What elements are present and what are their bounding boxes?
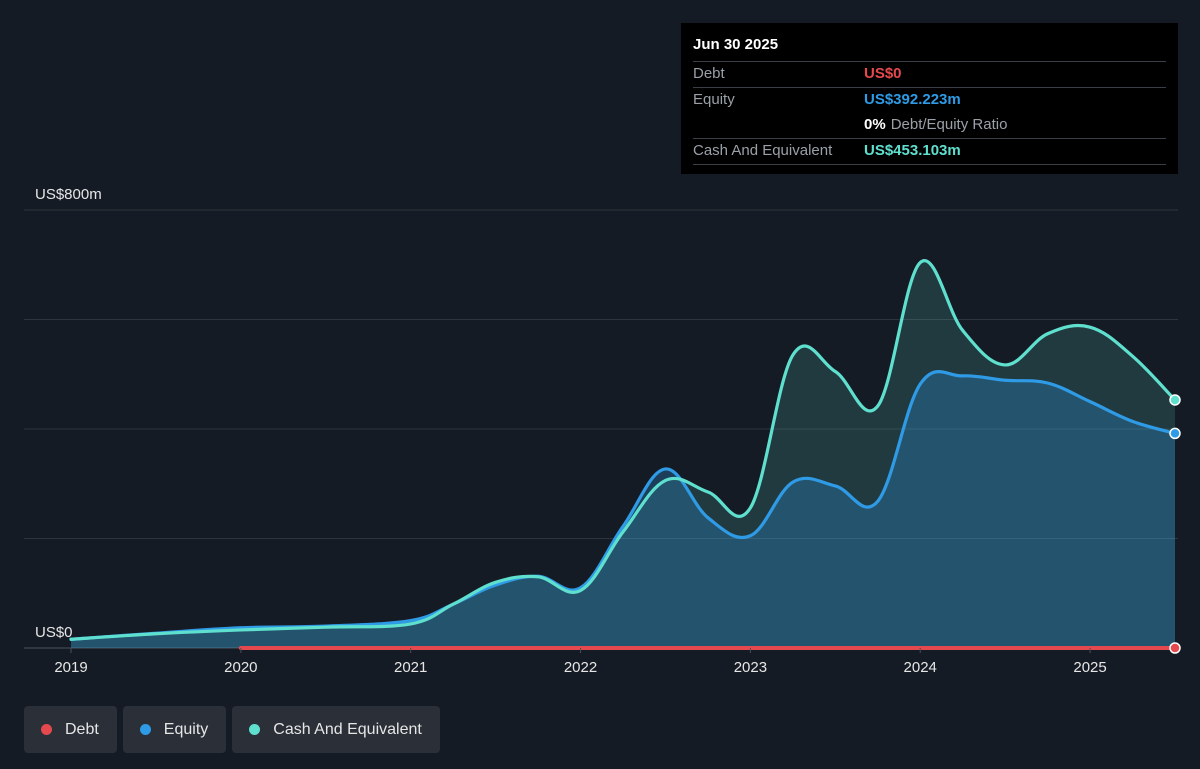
x-tick-label: 2020	[224, 659, 257, 676]
legend-debt-label: Debt	[65, 720, 99, 738]
tooltip-debt-label: Debt	[693, 65, 725, 82]
debt-dot-icon	[41, 724, 52, 735]
x-tick-label: 2022	[564, 659, 597, 676]
x-tick-label: 2024	[904, 659, 937, 676]
tooltip-debt-value: US$0	[864, 65, 902, 82]
y-tick-label: US$0	[35, 624, 73, 641]
tooltip-equity-label: Equity	[693, 91, 735, 108]
equity-dot-icon	[139, 724, 151, 735]
cash-end-marker	[1169, 394, 1181, 406]
axes: US$800m US$0 2019 2020 2021 2022 2023 2024 2025	[35, 186, 1107, 676]
x-tick-label: 2021	[394, 659, 427, 676]
tooltip-ratio-label: Debt/Equity Ratio	[890, 116, 1008, 133]
cash-area	[71, 260, 1175, 648]
tooltip-cash-value: US$453.103m	[864, 142, 961, 159]
legend-item-equity[interactable]: Equity	[122, 706, 227, 753]
series-lines	[69, 259, 1177, 651]
x-tick-label: 2023	[734, 659, 767, 676]
chart-legend: Debt Equity Cash And Equivalent	[24, 706, 440, 753]
x-tick-label: 2025	[1073, 659, 1106, 676]
cash-line	[69, 259, 1177, 641]
y-tick-label: US$800m	[35, 186, 102, 203]
legend-item-cash[interactable]: Cash And Equivalent	[232, 706, 440, 753]
tooltip-date: Jun 30 2025	[693, 36, 779, 53]
debt-end-marker	[1169, 642, 1181, 654]
tooltip-row-ratio: 0% Debt/Equity Ratio	[693, 113, 1166, 138]
series-areas	[71, 260, 1175, 648]
x-tick-label: 2019	[54, 659, 87, 676]
legend-item-debt[interactable]: Debt	[24, 706, 117, 753]
tooltip-panel: Jun 30 2025 Debt US$0 Equity US$392.223m…	[681, 23, 1178, 174]
tooltip-equity-value: US$392.223m	[864, 91, 961, 108]
tooltip-row-cash: Cash And Equivalent US$453.103m	[693, 138, 1166, 165]
legend-equity-label: Equity	[163, 720, 209, 738]
tooltip-cash-label: Cash And Equivalent	[693, 142, 833, 159]
equity-area	[71, 371, 1175, 648]
end-markers	[1169, 394, 1181, 654]
tooltip-ratio-value: 0%	[864, 116, 886, 133]
equity-end-marker	[1169, 427, 1181, 440]
tooltip-row-equity: Equity US$392.223m	[693, 87, 1166, 113]
cash-dot-icon	[249, 724, 261, 735]
legend-cash-label: Cash And Equivalent	[273, 720, 422, 738]
tooltip-row-debt: Debt US$0	[693, 61, 1166, 87]
